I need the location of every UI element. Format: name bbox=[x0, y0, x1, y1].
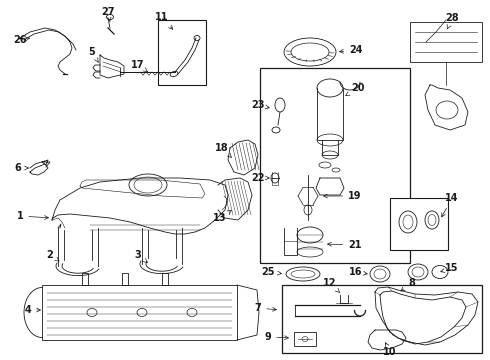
Text: 23: 23 bbox=[251, 100, 269, 110]
Bar bbox=[260, 68, 410, 263]
Ellipse shape bbox=[428, 215, 436, 225]
Text: 4: 4 bbox=[24, 305, 41, 315]
Text: 2: 2 bbox=[47, 250, 59, 261]
Text: 22: 22 bbox=[251, 173, 269, 183]
Bar bbox=[42, 285, 237, 340]
Text: 19: 19 bbox=[323, 191, 362, 201]
Text: 27: 27 bbox=[101, 7, 115, 21]
Text: 24: 24 bbox=[340, 45, 363, 55]
Text: 1: 1 bbox=[17, 211, 49, 221]
Text: 5: 5 bbox=[89, 47, 98, 62]
Text: 7: 7 bbox=[255, 303, 276, 313]
Text: 6: 6 bbox=[15, 163, 28, 173]
Text: 18: 18 bbox=[215, 143, 232, 158]
Text: 11: 11 bbox=[155, 12, 172, 29]
Text: 15: 15 bbox=[441, 263, 459, 273]
Text: 21: 21 bbox=[327, 240, 362, 250]
Ellipse shape bbox=[403, 215, 413, 229]
Text: 16: 16 bbox=[349, 267, 367, 277]
Text: 28: 28 bbox=[445, 13, 459, 29]
Text: 26: 26 bbox=[13, 35, 29, 45]
Text: 17: 17 bbox=[131, 60, 147, 72]
Bar bbox=[390, 198, 448, 250]
Bar bbox=[410, 22, 482, 62]
Text: 3: 3 bbox=[135, 250, 147, 262]
Text: 13: 13 bbox=[213, 210, 232, 223]
Text: 12: 12 bbox=[323, 278, 340, 293]
Bar bbox=[158, 20, 206, 85]
Text: 14: 14 bbox=[441, 193, 459, 217]
Bar bbox=[282, 285, 482, 353]
Text: 9: 9 bbox=[265, 332, 289, 342]
Text: 25: 25 bbox=[261, 267, 281, 277]
Text: 10: 10 bbox=[383, 343, 397, 357]
Bar bbox=[294, 332, 316, 346]
Text: 20: 20 bbox=[345, 83, 365, 96]
Text: 8: 8 bbox=[401, 278, 416, 291]
